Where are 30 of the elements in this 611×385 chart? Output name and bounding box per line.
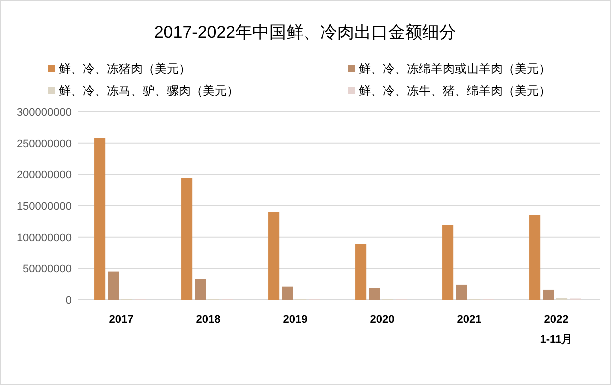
x-tick-label: 2019 xyxy=(283,314,308,326)
y-tick-label: 250000000 xyxy=(16,138,72,150)
bar xyxy=(108,272,120,300)
y-tick-label: 150000000 xyxy=(16,201,72,213)
legend-label: 鲜、冷、冻牛、猪、绵羊肉（美元） xyxy=(359,84,551,98)
bar xyxy=(282,286,294,300)
bar xyxy=(456,284,468,300)
bar xyxy=(530,215,541,300)
x-tick-label: 2020 xyxy=(370,314,395,326)
bar xyxy=(268,212,280,300)
x-tick-label: 2017 xyxy=(109,314,134,326)
y-tick-label: 300000000 xyxy=(16,107,72,119)
bar xyxy=(94,138,106,300)
y-tick-label: 200000000 xyxy=(16,170,72,182)
y-tick-label: 50000000 xyxy=(23,264,72,276)
bar xyxy=(442,225,454,300)
bar xyxy=(543,290,554,300)
bar xyxy=(182,178,193,300)
x-tick-label: 2018 xyxy=(196,314,221,326)
y-tick-label: 0 xyxy=(66,295,72,307)
bar xyxy=(356,244,367,300)
chart-title: 2017-2022年中国鲜、冷肉出口金额细分 xyxy=(154,23,457,42)
x-tick-label: 2021 xyxy=(457,314,482,326)
y-tick-label: 100000000 xyxy=(16,232,72,244)
x-tick-label: 2022 1-11月 xyxy=(540,314,573,346)
bar xyxy=(369,288,380,300)
legend-label: 鲜、冷、冻绵羊肉或山羊肉（美元） xyxy=(359,62,551,76)
legend-label: 鲜、冷、冻马、驴、骡肉（美元） xyxy=(59,84,239,98)
bar xyxy=(195,279,206,300)
legend-label: 鲜、冷、冻猪肉（美元） xyxy=(59,62,191,76)
